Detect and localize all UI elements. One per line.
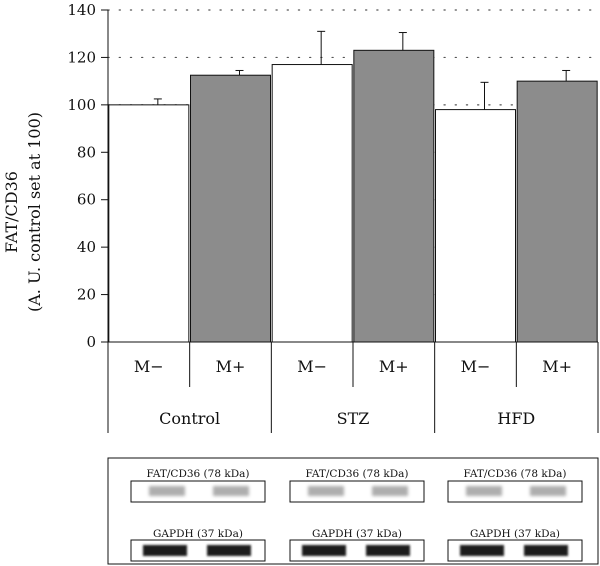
bar — [271, 64, 353, 343]
bar-label: M− — [297, 357, 327, 376]
bar-label: M− — [134, 357, 164, 376]
error-bars — [153, 30, 571, 110]
bar — [435, 109, 516, 343]
y-axis-label: FAT/CD36 (A. U. control set at 100) — [2, 112, 44, 312]
bars — [108, 49, 598, 343]
blot-bottom-label: GAPDH (37 kDa) — [312, 528, 402, 540]
blot-bottom-label: GAPDH (37 kDa) — [470, 528, 560, 540]
gapdh-band — [366, 545, 410, 556]
bar — [108, 104, 190, 343]
bar-label: M+ — [379, 357, 409, 376]
y-tick-label: 120 — [67, 48, 96, 66]
fat-band — [372, 486, 408, 496]
fat-band — [149, 486, 185, 496]
bar-label: M+ — [542, 357, 572, 376]
y-tick-label: 60 — [77, 191, 96, 209]
gapdh-band — [524, 545, 568, 556]
blot-top-label: FAT/CD36 (78 kDa) — [146, 468, 249, 480]
y-tick-label: 40 — [77, 238, 96, 256]
y-axis-label-line2: (A. U. control set at 100) — [25, 112, 44, 312]
bar-label: M− — [461, 357, 491, 376]
fat-band — [466, 486, 502, 496]
category-axis: M− M+ Control M− M+ STZ M− M+ HFD — [134, 342, 599, 433]
y-tick-label: 20 — [77, 286, 96, 304]
bar — [516, 80, 598, 343]
blot-group: FAT/CD36 (78 kDa) GAPDH (37 kDa) — [130, 468, 266, 562]
y-tick-label: 0 — [86, 333, 96, 351]
blot-top-label: FAT/CD36 (78 kDa) — [463, 468, 566, 480]
gapdh-band — [460, 545, 504, 556]
fat-band — [308, 486, 344, 496]
bar — [190, 74, 271, 343]
blot-group: FAT/CD36 (78 kDa) GAPDH (37 kDa) — [289, 468, 425, 562]
fat-band — [213, 486, 249, 496]
gapdh-band — [143, 545, 187, 556]
bar — [353, 49, 435, 343]
y-tick-label: 100 — [67, 96, 96, 114]
bar-label: M+ — [216, 357, 246, 376]
blot-bottom-label: GAPDH (37 kDa) — [153, 528, 243, 540]
gapdh-band — [207, 545, 251, 556]
fat-band — [530, 486, 566, 496]
western-blot-panel: FAT/CD36 (78 kDa)GAPDH (37 kDa)FAT/CD36 … — [107, 457, 599, 565]
group-label: STZ — [337, 409, 370, 428]
y-tick-label: 140 — [67, 1, 96, 19]
gapdh-band — [302, 545, 346, 556]
group-label: HFD — [497, 409, 535, 428]
y-axis-label-line1: FAT/CD36 — [2, 171, 21, 253]
blot-group: FAT/CD36 (78 kDa) GAPDH (37 kDa) — [447, 468, 583, 562]
y-tick-label: 80 — [77, 143, 96, 161]
y-ticks: 0 20 40 60 80 100 120 140 — [67, 1, 108, 351]
blot-top-label: FAT/CD36 (78 kDa) — [305, 468, 408, 480]
group-label: Control — [159, 409, 220, 428]
